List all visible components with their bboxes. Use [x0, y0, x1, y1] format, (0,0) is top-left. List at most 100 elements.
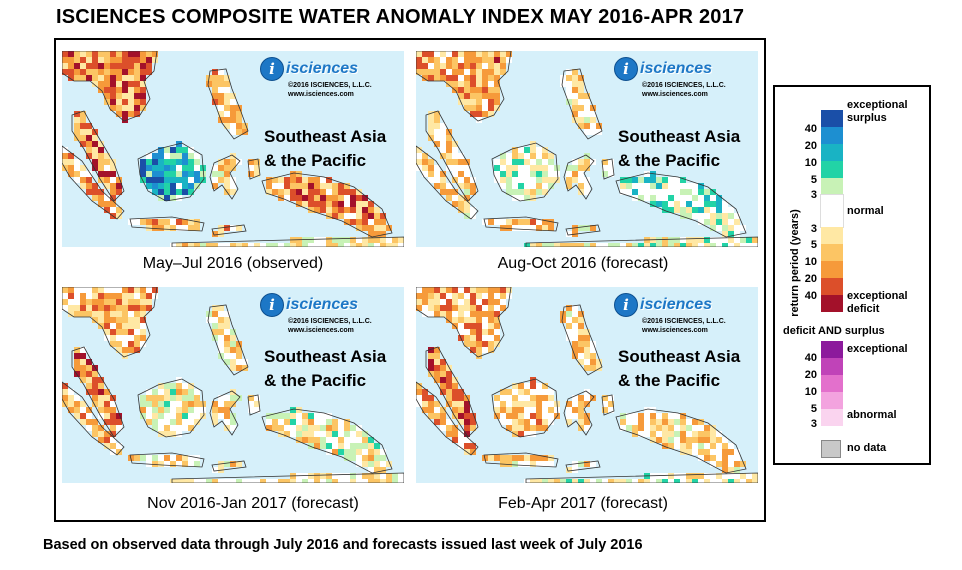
- map-cell: [440, 425, 446, 431]
- map-cell: [524, 395, 530, 401]
- map-cell: [710, 207, 716, 213]
- map-cell: [92, 147, 98, 153]
- map-cell: [446, 195, 452, 201]
- map-cell: [458, 207, 464, 213]
- map-cell: [440, 383, 446, 389]
- map-cell: [728, 225, 734, 231]
- map-cell: [104, 293, 110, 299]
- map-cell: [470, 213, 476, 219]
- map-cell: [440, 57, 446, 63]
- map-cell: [224, 75, 230, 81]
- map-cell: [704, 479, 710, 483]
- map-cell: [308, 437, 314, 443]
- map-cell: [518, 225, 524, 231]
- map-cell: [368, 213, 374, 219]
- map-cell: [692, 189, 698, 195]
- map-cell: [734, 473, 740, 479]
- map-cell: [278, 243, 284, 247]
- map-cell: [212, 401, 218, 407]
- map-cell: [104, 305, 110, 311]
- map-cell: [434, 353, 440, 359]
- map-cell: [548, 153, 554, 159]
- map-cell: [158, 455, 164, 461]
- map-cell: [458, 201, 464, 207]
- map-cell: [110, 431, 116, 437]
- map-cell: [716, 455, 722, 461]
- map-cell: [98, 195, 104, 201]
- map-cell: [242, 123, 248, 129]
- map-cell: [302, 237, 308, 243]
- map-cell: [122, 81, 128, 87]
- map-cell: [674, 437, 680, 443]
- map-cell: [224, 461, 230, 467]
- map-cell: [656, 177, 662, 183]
- map-cell: [92, 383, 98, 389]
- map-cell: [524, 455, 530, 461]
- map-cell: [734, 219, 740, 225]
- coastline-java: [129, 452, 205, 468]
- map-cell: [662, 177, 668, 183]
- map-cell: [110, 425, 116, 431]
- map-cell: [716, 201, 722, 207]
- map-cell: [104, 419, 110, 425]
- map-cell: [146, 413, 152, 419]
- map-cell: [692, 437, 698, 443]
- coastline-timor: [565, 224, 601, 236]
- map-cell: [212, 93, 218, 99]
- map-cell: [320, 425, 326, 431]
- map-cell: [92, 311, 98, 317]
- map-cell: [362, 195, 368, 201]
- map-cell: [584, 129, 590, 135]
- map-cell: [194, 401, 200, 407]
- coastline-philippines: [561, 68, 603, 140]
- map-cell: [482, 305, 488, 311]
- map-cell: [686, 189, 692, 195]
- map-cell: [104, 75, 110, 81]
- map-cell: [176, 407, 182, 413]
- map-cell: [368, 479, 374, 483]
- map-cell: [122, 57, 128, 63]
- map-cell: [212, 407, 218, 413]
- map-cell: [650, 201, 656, 207]
- map-cell: [482, 93, 488, 99]
- map-cell: [110, 443, 116, 449]
- map-cell: [428, 177, 434, 183]
- map-cell: [80, 407, 86, 413]
- map-cell: [494, 317, 500, 323]
- map-cell: [374, 467, 380, 473]
- map-cell: [212, 323, 218, 329]
- map-cell: [482, 99, 488, 105]
- map-cell: [434, 407, 440, 413]
- map-cell: [176, 195, 182, 201]
- map-cell: [386, 473, 392, 479]
- map-cell: [182, 183, 188, 189]
- map-cell: [272, 243, 278, 247]
- map-cell: [338, 419, 344, 425]
- map-cell: [170, 165, 176, 171]
- map-cell: [218, 111, 224, 117]
- map-cell: [326, 207, 332, 213]
- map-cell: [368, 237, 374, 243]
- map-cell: [170, 413, 176, 419]
- map-cell: [350, 479, 356, 483]
- map-cell: [230, 401, 236, 407]
- map-cell: [704, 455, 710, 461]
- map-cell: [458, 299, 464, 305]
- map-cell: [548, 407, 554, 413]
- map-cell: [176, 165, 182, 171]
- map-cell: [152, 177, 158, 183]
- map-cell: [212, 317, 218, 323]
- map-cell: [92, 377, 98, 383]
- map-cell: [98, 201, 104, 207]
- map-cell: [104, 287, 110, 293]
- map-cell: [200, 407, 206, 413]
- map-cell: [710, 473, 716, 479]
- map-cell: [218, 87, 224, 93]
- map-cell: [110, 177, 116, 183]
- map-cell: [122, 87, 128, 93]
- map-cell: [584, 401, 590, 407]
- map-cell: [446, 287, 452, 293]
- map-cell: [164, 225, 170, 231]
- map-cell: [224, 165, 230, 171]
- map-cell: [734, 225, 740, 231]
